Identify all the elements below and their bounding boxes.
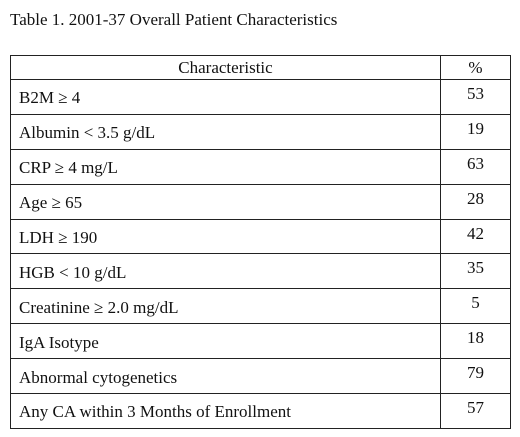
table-row: LDH ≥ 190 42 [10, 218, 511, 255]
percent-cell: 28 [440, 183, 511, 220]
table-header-row: Characteristic % [10, 55, 511, 80]
column-header-percent: % [440, 55, 511, 80]
characteristic-cell: Albumin < 3.5 g/dL [10, 113, 441, 150]
characteristic-cell: Any CA within 3 Months of Enrollment [10, 393, 441, 429]
characteristic-cell: Creatinine ≥ 2.0 mg/dL [10, 288, 441, 325]
column-header-characteristic: Characteristic [10, 55, 441, 80]
characteristic-cell: Abnormal cytogenetics [10, 358, 441, 395]
patient-characteristics-table: Characteristic % B2M ≥ 4 53 Albumin < 3.… [10, 55, 511, 429]
percent-cell: 63 [440, 148, 511, 185]
characteristic-cell: HGB < 10 g/dL [10, 253, 441, 290]
table-row: Abnormal cytogenetics 79 [10, 358, 511, 395]
percent-cell: 18 [440, 323, 511, 360]
percent-cell: 35 [440, 253, 511, 290]
characteristic-cell: Age ≥ 65 [10, 183, 441, 220]
table-row: Creatinine ≥ 2.0 mg/dL 5 [10, 288, 511, 325]
table-row: Albumin < 3.5 g/dL 19 [10, 113, 511, 150]
table-row: Any CA within 3 Months of Enrollment 57 [10, 393, 511, 429]
table-row: HGB < 10 g/dL 35 [10, 253, 511, 290]
percent-cell: 19 [440, 113, 511, 150]
characteristic-cell: IgA Isotype [10, 323, 441, 360]
table-row: CRP ≥ 4 mg/L 63 [10, 148, 511, 185]
table-row: B2M ≥ 4 53 [10, 79, 511, 115]
table-caption: Table 1. 2001-37 Overall Patient Charact… [10, 10, 338, 29]
percent-cell: 57 [440, 393, 511, 429]
table-row: Age ≥ 65 28 [10, 183, 511, 220]
percent-cell: 42 [440, 218, 511, 255]
percent-cell: 53 [440, 79, 511, 115]
table-row: IgA Isotype 18 [10, 323, 511, 360]
characteristic-cell: CRP ≥ 4 mg/L [10, 148, 441, 185]
characteristic-cell: LDH ≥ 190 [10, 218, 441, 255]
characteristic-cell: B2M ≥ 4 [10, 79, 441, 115]
percent-cell: 79 [440, 358, 511, 395]
percent-cell: 5 [440, 288, 511, 325]
